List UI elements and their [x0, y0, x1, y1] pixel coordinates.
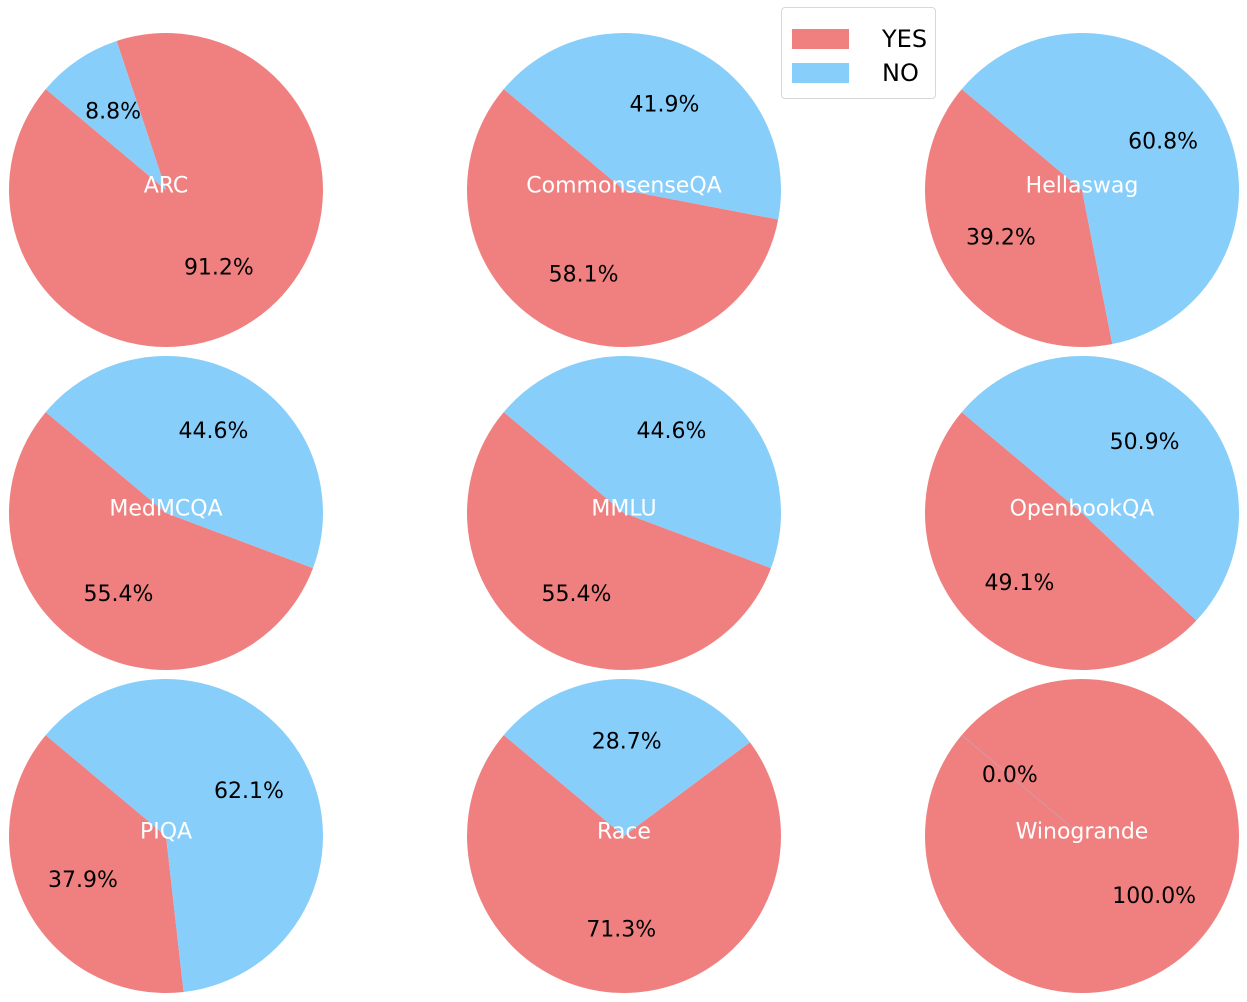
pct-label-no: 0.0% — [982, 763, 1038, 788]
pct-label-no: 50.9% — [1110, 430, 1180, 455]
wedge-no — [45, 40, 167, 191]
legend-swatch-yes — [792, 29, 849, 49]
pct-label-yes: 39.2% — [966, 225, 1036, 250]
legend-item-no: NO — [792, 59, 919, 87]
pie-arc: 91.2% 8.8% ARC — [9, 32, 324, 347]
wedge-no — [503, 356, 781, 569]
pct-label-yes: 91.2% — [184, 255, 254, 280]
pie-race: 71.3% 28.7% Race — [466, 679, 781, 994]
pct-label-yes: 71.3% — [586, 918, 656, 943]
wedge-no — [45, 678, 324, 993]
pct-label-no: 8.8% — [85, 100, 141, 125]
wedge-no — [961, 33, 1239, 345]
pie-title: Hellaswag — [1026, 174, 1139, 199]
pie-winogrande: 100.0% 0.0% Winogrande — [925, 679, 1239, 993]
wedge-yes — [9, 32, 324, 347]
pie-commonsenseqa: 58.1% 41.9% CommonsenseQA — [467, 32, 782, 347]
pct-label-no: 44.6% — [179, 419, 249, 444]
pie-title: MMLU — [591, 497, 656, 522]
legend-swatch-no — [792, 63, 849, 83]
pct-label-yes: 100.0% — [1112, 884, 1196, 909]
pct-label-no: 41.9% — [629, 92, 699, 117]
pie-openbookqa: 49.1% 50.9% OpenbookQA — [924, 356, 1239, 671]
pct-label-no: 60.8% — [1128, 130, 1198, 155]
pct-label-yes: 55.4% — [542, 582, 612, 607]
pie-mmlu: 55.4% 44.6% MMLU — [467, 356, 781, 670]
pct-label-no: 62.1% — [214, 779, 284, 804]
pie-piqa: 37.9% 62.1% PIQA — [9, 678, 324, 993]
pct-label-yes: 37.9% — [48, 868, 118, 893]
wedge-yes — [9, 735, 184, 993]
pct-label-no: 44.6% — [637, 419, 707, 444]
wedge-yes — [925, 89, 1113, 348]
pie-title: Winogrande — [1016, 820, 1149, 845]
wedge-yes — [924, 412, 1197, 671]
wedge-yes — [466, 735, 781, 994]
pie-hellaswag: 39.2% 60.8% Hellaswag — [925, 33, 1239, 348]
wedge-no — [503, 679, 750, 836]
legend-label-yes: YES — [882, 25, 928, 53]
pct-label-yes: 49.1% — [984, 571, 1054, 596]
pct-label-no: 28.7% — [592, 729, 662, 754]
wedge-yes — [467, 89, 779, 347]
legend-item-yes: YES — [792, 25, 927, 53]
wedge-no — [961, 356, 1239, 621]
pie-medmcqa: 55.4% 44.6% MedMCQA — [9, 355, 324, 670]
wedge-no — [503, 32, 782, 220]
pie-title: OpenbookQA — [1010, 497, 1155, 522]
legend-label-no: NO — [882, 59, 919, 87]
wedge-no — [45, 355, 324, 569]
legend: YES NO — [781, 7, 936, 99]
wedge-yes — [9, 412, 313, 670]
pie-title: ARC — [144, 174, 189, 199]
pie-title: CommonsenseQA — [526, 174, 721, 199]
wedge-no-boundary — [961, 734, 1083, 837]
pct-label-yes: 58.1% — [549, 263, 619, 288]
pie-title: MedMCQA — [109, 497, 222, 522]
pct-label-yes: 55.4% — [84, 582, 154, 607]
pie-title: PIQA — [140, 820, 192, 845]
pie-title: Race — [597, 820, 651, 845]
wedge-yes — [467, 412, 771, 670]
